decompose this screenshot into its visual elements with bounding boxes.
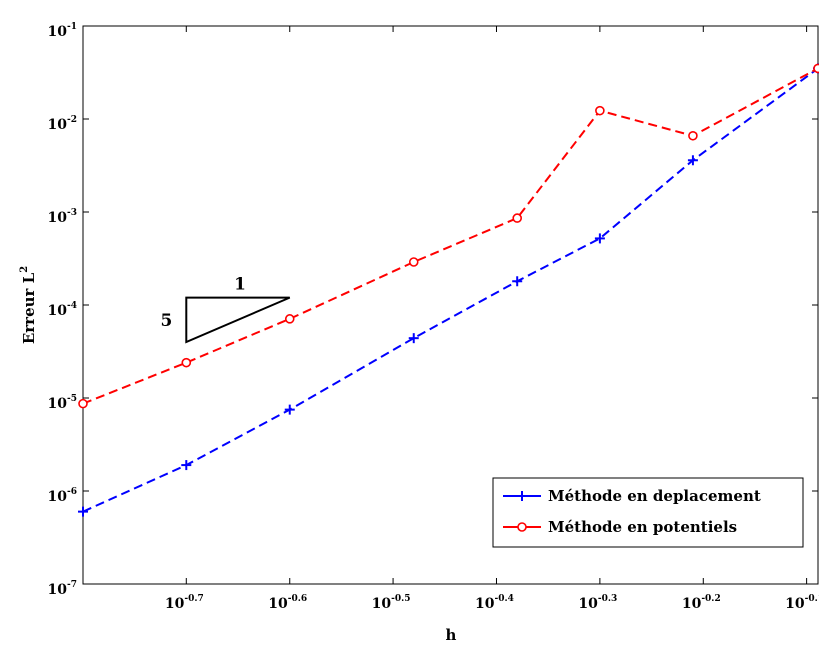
x-tick-label-6: 10-0.1 <box>785 594 819 612</box>
series-1-point-2 <box>286 315 294 323</box>
x-tick-label-3: 10-0.4 <box>475 594 514 612</box>
series-1-point-4 <box>513 214 521 222</box>
x-tick-label-5: 10-0.2 <box>682 594 721 612</box>
y-tick-label-6: 10-1 <box>48 22 77 40</box>
y-tick-label-4: 10-3 <box>48 208 77 226</box>
series-1-point-7 <box>814 64 819 72</box>
legend: Méthode en deplacement Méthode en potenti… <box>493 478 803 547</box>
x-axis-label: h <box>446 626 457 644</box>
slope-horizontal-label: 1 <box>234 275 246 295</box>
y-tick-label-3: 10-4 <box>48 301 77 319</box>
y-tick-label-1: 10-6 <box>48 487 77 505</box>
series-1-point-0 <box>79 400 87 408</box>
y-tick-label-2: 10-5 <box>48 394 77 412</box>
series-1-point-5 <box>596 107 604 115</box>
x-tick-label-4: 10-0.3 <box>578 594 617 612</box>
y-tick-label-0: 10-7 <box>48 580 77 598</box>
legend-marker-1 <box>518 523 526 531</box>
legend-label-0: Méthode en deplacement <box>548 487 761 505</box>
slope-vertical-label: 5 <box>160 311 172 331</box>
y-axis-label: Erreur L2 <box>19 266 38 344</box>
y-tick-label-5: 10-2 <box>48 115 77 133</box>
legend-label-1: Méthode en potentiels <box>548 518 737 536</box>
x-tick-label-0: 10-0.7 <box>165 594 204 612</box>
y-axis-label-exponent: 2 <box>19 266 30 273</box>
series-1-point-6 <box>689 132 697 140</box>
series-1-point-1 <box>182 359 190 367</box>
y-axis-label-base: Erreur L <box>20 272 38 344</box>
x-tick-label-1: 10-0.6 <box>268 594 307 612</box>
series-1-point-3 <box>410 258 418 266</box>
x-tick-label-2: 10-0.5 <box>372 594 411 612</box>
